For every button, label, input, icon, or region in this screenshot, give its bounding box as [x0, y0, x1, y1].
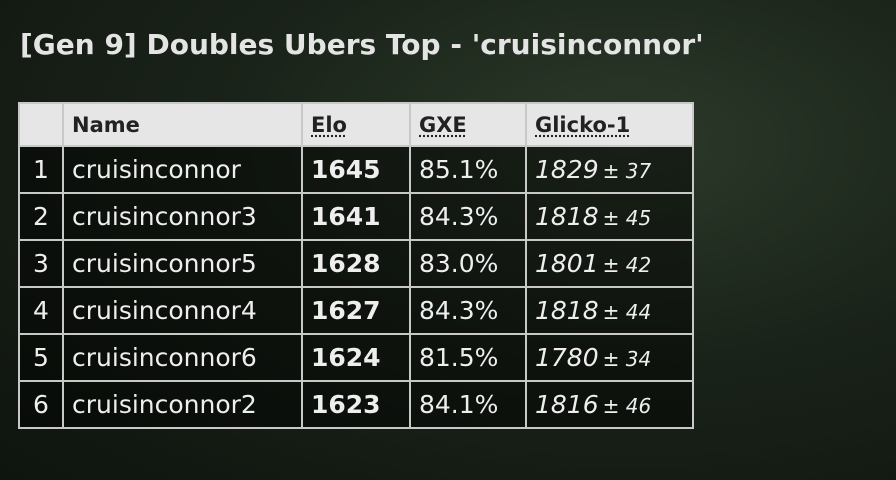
name-cell: cruisinconnor	[62, 145, 303, 194]
glicko-deviation: ± 46	[602, 394, 652, 418]
glicko-cell: 1829 ± 37	[525, 145, 694, 194]
glicko-deviation: ± 42	[602, 253, 652, 277]
gxe-cell: 84.1%	[409, 380, 527, 429]
table-row: 6 cruisinconnor2 1623 84.1% 1816 ± 46	[18, 380, 694, 429]
header-cell	[18, 102, 64, 147]
elo-cell: 1627	[301, 286, 411, 335]
name-cell: cruisinconnor4	[62, 286, 303, 335]
page-title: [Gen 9] Doubles Ubers Top - 'cruisinconn…	[20, 28, 704, 61]
table-row: 3 cruisinconnor5 1628 83.0% 1801 ± 42	[18, 239, 694, 288]
glicko-rating: 1816	[535, 390, 599, 419]
rank-cell: 3	[18, 239, 64, 288]
gxe-cell: 83.0%	[409, 239, 527, 288]
name-cell: cruisinconnor5	[62, 239, 303, 288]
header-cell: GXE	[409, 102, 527, 147]
glicko-cell: 1801 ± 42	[525, 239, 694, 288]
header-label: Elo	[311, 112, 347, 137]
table-row: 2 cruisinconnor3 1641 84.3% 1818 ± 45	[18, 192, 694, 241]
ladder-table: Name Elo GXE Glicko-1 1 cruisinconnor 1645…	[18, 102, 694, 429]
glicko-deviation: ± 34	[602, 347, 652, 371]
elo-cell: 1645	[301, 145, 411, 194]
gxe-cell: 84.3%	[409, 192, 527, 241]
rank-cell: 1	[18, 145, 64, 194]
glicko-cell: 1818 ± 45	[525, 192, 694, 241]
header-label: GXE	[419, 112, 467, 137]
elo-cell: 1624	[301, 333, 411, 382]
name-cell: cruisinconnor3	[62, 192, 303, 241]
glicko-rating: 1818	[535, 202, 599, 231]
header-cell: Name	[62, 102, 303, 147]
rank-cell: 5	[18, 333, 64, 382]
gxe-cell: 81.5%	[409, 333, 527, 382]
table-row: 5 cruisinconnor6 1624 81.5% 1780 ± 34	[18, 333, 694, 382]
gxe-cell: 85.1%	[409, 145, 527, 194]
table-body: 1 cruisinconnor 1645 85.1% 1829 ± 37 2 cruisinc…	[18, 145, 694, 429]
rank-cell: 6	[18, 380, 64, 429]
glicko-cell: 1816 ± 46	[525, 380, 694, 429]
glicko-rating: 1829	[535, 155, 599, 184]
elo-cell: 1628	[301, 239, 411, 288]
header-cell: Glicko-1	[525, 102, 694, 147]
header-label: Glicko-1	[535, 112, 631, 137]
elo-cell: 1641	[301, 192, 411, 241]
glicko-rating: 1818	[535, 296, 599, 325]
elo-cell: 1623	[301, 380, 411, 429]
glicko-cell: 1818 ± 44	[525, 286, 694, 335]
glicko-cell: 1780 ± 34	[525, 333, 694, 382]
header-row: Name Elo GXE Glicko-1	[18, 102, 694, 147]
name-cell: cruisinconnor2	[62, 380, 303, 429]
name-cell: cruisinconnor6	[62, 333, 303, 382]
glicko-deviation: ± 37	[602, 159, 652, 183]
gxe-cell: 84.3%	[409, 286, 527, 335]
glicko-rating: 1780	[535, 343, 599, 372]
table-row: 1 cruisinconnor 1645 85.1% 1829 ± 37	[18, 145, 694, 194]
header-cell: Elo	[301, 102, 411, 147]
rank-cell: 2	[18, 192, 64, 241]
glicko-deviation: ± 44	[602, 300, 652, 324]
glicko-deviation: ± 45	[602, 206, 652, 230]
header-label: Name	[72, 112, 140, 137]
table-row: 4 cruisinconnor4 1627 84.3% 1818 ± 44	[18, 286, 694, 335]
glicko-rating: 1801	[535, 249, 599, 278]
rank-cell: 4	[18, 286, 64, 335]
